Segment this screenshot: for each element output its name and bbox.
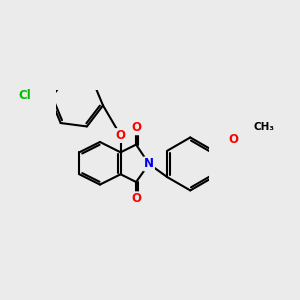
Text: N: N [144, 158, 154, 170]
Text: CH₃: CH₃ [254, 122, 274, 133]
Text: O: O [228, 133, 238, 146]
Text: O: O [131, 192, 141, 205]
Text: Cl: Cl [19, 89, 31, 102]
Text: O: O [131, 121, 141, 134]
Text: O: O [116, 129, 126, 142]
